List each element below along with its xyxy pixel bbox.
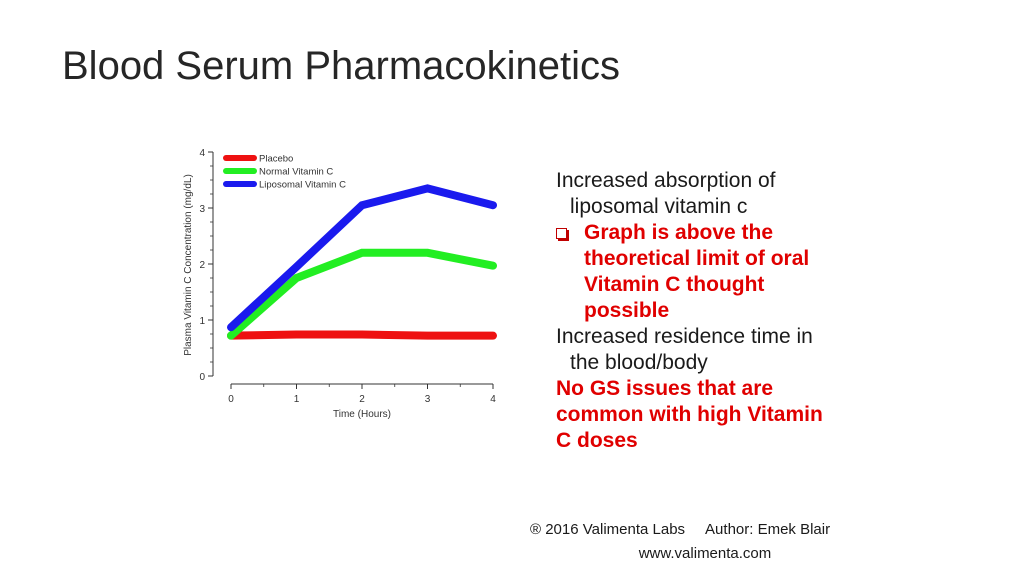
y-tick-label: 1 — [199, 316, 205, 327]
legend-label: Liposomal Vitamin C — [259, 180, 346, 191]
bullet-list: Increased absorption of liposomal vitami… — [556, 168, 886, 454]
bullet-absorption-line2: liposomal vitamin c — [570, 195, 748, 218]
chart-axes: 0 1 2 3 4 0 1 2 3 4 — [199, 148, 496, 405]
footer: ® 2016 Valimenta Labs Author: Emek Blair… — [520, 518, 890, 566]
data-point — [427, 335, 428, 337]
footer-website: www.valimenta.com — [638, 545, 772, 562]
bullet-gs-line1: No GS issues that are — [556, 377, 774, 400]
data-point — [361, 204, 363, 206]
data-point — [427, 252, 428, 254]
sub-bullet-theoretical-limit: Graph is above the theoretical limit of … — [556, 220, 886, 324]
data-point — [296, 334, 297, 336]
x-axis-label: Time (Hours) — [333, 409, 391, 420]
data-point — [361, 334, 363, 336]
chart-legend: Placebo Normal Vitamin C Liposomal Vitamin… — [223, 154, 346, 191]
x-tick-label: 3 — [425, 394, 431, 405]
x-tick-label: 0 — [228, 394, 234, 405]
bullet-gs-issues: No GS issues that are common with high V… — [556, 376, 886, 454]
data-point — [296, 277, 297, 279]
sub-bullet-line3: Vitamin C thought — [584, 273, 765, 296]
bullet-residence: Increased residence time in the blood/bo… — [556, 324, 886, 376]
chart-lines — [227, 184, 497, 340]
data-point — [230, 335, 232, 337]
x-tick-label: 4 — [490, 394, 496, 405]
legend-label: Normal Vitamin C — [259, 167, 333, 178]
sub-bullet-line1: Graph is above the — [584, 221, 774, 244]
y-tick-label: 3 — [199, 204, 205, 215]
sub-bullet-line2: theoretical limit of oral — [584, 247, 810, 270]
bullet-absorption: Increased absorption of liposomal vitami… — [556, 168, 886, 220]
slide-title: Blood Serum Pharmacokinetics — [62, 44, 621, 88]
data-point — [230, 326, 232, 328]
footer-copyright: ® 2016 Valimenta Labs Author: Emek Blair — [530, 521, 831, 538]
bullet-absorption-line1: Increased absorption of — [556, 169, 776, 192]
y-tick-label: 4 — [199, 148, 205, 159]
bullet-residence-line1: Increased residence time in — [556, 325, 813, 348]
bullet-gs-line3: C doses — [556, 429, 638, 452]
y-axis-label: Plasma Vitamin C Concentration (mg/dL) — [183, 174, 194, 356]
data-point — [492, 335, 494, 337]
bullet-gs-line2: common with high Vitamin — [556, 403, 823, 426]
bullet-residence-line2: the blood/body — [570, 351, 708, 374]
y-tick-label: 2 — [199, 260, 205, 271]
data-point — [296, 266, 297, 268]
x-tick-label: 1 — [294, 394, 300, 405]
x-tick-label: 2 — [359, 394, 365, 405]
legend-label: Placebo — [259, 154, 293, 165]
y-tick-label: 0 — [199, 372, 205, 383]
square-bullet-icon — [556, 228, 567, 239]
data-point — [492, 204, 494, 206]
data-point — [361, 252, 363, 254]
data-point — [492, 265, 494, 267]
sub-bullet-line4: possible — [584, 299, 670, 322]
data-point — [427, 187, 428, 189]
